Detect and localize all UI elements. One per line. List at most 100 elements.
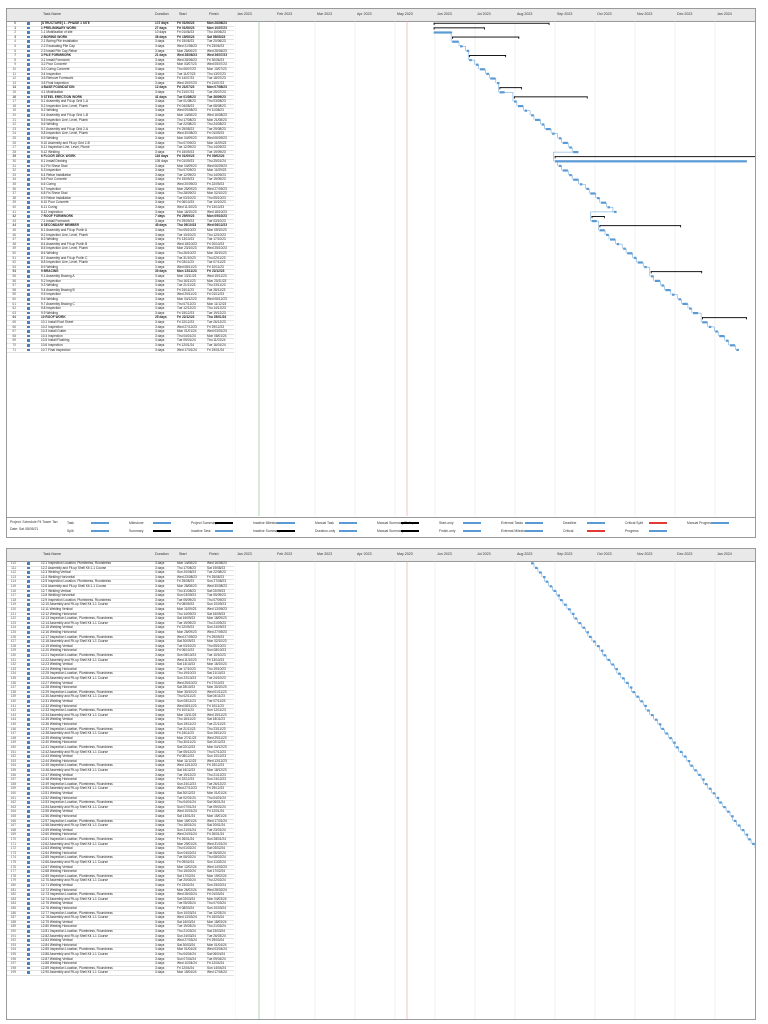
table-row[interactable]: 144 12.35 Welding Vertical 3 days Thu 16/11… — [7, 717, 234, 723]
table-row[interactable]: 5 2.2 Excavating Pile Cap 3 days Wed 21/06/… — [7, 44, 234, 50]
table-row[interactable]: 13 3.6 Final Inspection 3 days Wed 19/07/23… — [7, 81, 234, 87]
table-row[interactable]: 179 12.70 Assembly and Fit-up Shell Kit 1… — [7, 878, 234, 884]
table-row[interactable]: 112 12.3 Welding Vertical 3 days Sun 20/08/… — [7, 570, 234, 576]
table-row[interactable]: 36 6.7 Inspection 3 days Mon 25/09/23 Wed 27… — [7, 187, 234, 193]
col-start-2[interactable]: Start — [179, 552, 187, 556]
table-row[interactable]: 57 9.3 Welding 3 days Tue 21/11/23 Thu 23/11… — [7, 283, 234, 289]
col-finish[interactable]: Finish — [209, 12, 219, 16]
table-row[interactable]: 6 2.3 Install Pile Cap Rebar 3 days Mon 26/… — [7, 49, 234, 55]
table-row[interactable]: 199 12.90 Assembly and Fit-up Shell Kit 1… — [7, 970, 234, 976]
table-row[interactable]: 44 8 SECONDARY MEMBER 45 days Thu 05/10/23 W… — [7, 223, 234, 229]
table-row[interactable]: 131 12.22 Assembly and Fit-up Shell Kit 1… — [7, 658, 234, 664]
table-row[interactable]: 198 12.89 Inspection Location, Plumbness,… — [7, 966, 234, 972]
table-row[interactable]: 153 12.44 Welding Horizontal 3 days Mon 11/… — [7, 759, 234, 765]
table-row[interactable]: 143 12.34 Assembly and Fit-up Shell Kit 1… — [7, 713, 234, 719]
table-row[interactable]: 39 6.10 Pour Concrete 3 days Fri 06/10/23 Tu… — [7, 200, 234, 206]
table-row[interactable]: 22 5.6 Welding 3 days Tue 22/08/23 Thu 24/08… — [7, 122, 234, 128]
table-row[interactable]: 159 12.50 Assembly and Fit-up Shell Kit 1… — [7, 786, 234, 792]
table-row[interactable]: 32 6.3 Inspection 3 days Thu 07/09/23 Mon 11… — [7, 168, 234, 174]
table-row[interactable]: 134 12.25 Inspection Location, Plumbness,… — [7, 671, 234, 677]
table-row[interactable]: 49 8.5 Inspection Line, Level, Plumb 3 day… — [7, 246, 234, 252]
table-row[interactable]: 149 12.40 Welding Horizontal 3 days Thu 30/… — [7, 740, 234, 746]
table-row[interactable]: 152 12.43 Welding Vertical 3 days Fri 08/12… — [7, 754, 234, 760]
table-row[interactable]: 123 12.14 Assembly and Fit-up Shell Kit 1… — [7, 621, 234, 627]
table-row[interactable]: 33 6.4 Rebar Installation 3 days Tue 12/09/… — [7, 173, 234, 179]
table-row[interactable]: 139 12.30 Assembly and Fit-up Shell Kit 1… — [7, 694, 234, 700]
table-row[interactable]: 37 6.8 Fix Shear Stud 3 days Thu 28/09/23 Mo… — [7, 191, 234, 197]
table-row[interactable]: 130 12.21 Inspection Location, Plumbness,… — [7, 653, 234, 659]
table-row[interactable]: 21 5.5 Inspection Line, Level, Plumb 3 day… — [7, 118, 234, 124]
table-row[interactable]: 4 2.1 Boring Pile Installation 3 days Fri 1… — [7, 39, 234, 45]
table-row[interactable]: 25 5.9 Welding 3 days Mon 04/09/23 Wed 06/09… — [7, 136, 234, 142]
table-row[interactable]: 30 6.1 Install Decking 105 days Fri 01/09/2… — [7, 159, 234, 165]
table-row[interactable]: 54 9 BRACING 30 days Mon 13/11/23 Fri 22/12/… — [7, 269, 234, 275]
table-row[interactable]: 173 12.64 Welding Horizontal 3 days Sun 04/… — [7, 851, 234, 857]
table-row[interactable]: 28 5.12 Welding 3 days Fri 15/09/23 Tue 19/0… — [7, 150, 234, 156]
table-row[interactable]: 138 12.29 Inspection Location, Plumbness,… — [7, 690, 234, 696]
table-row[interactable]: 16 5 STEEL ERECTION WORK 41 days Tue 01/08/… — [7, 95, 234, 101]
table-row[interactable]: 29 6 FLOOR DECK WORK 116 days Fri 01/09/23 F… — [7, 154, 234, 160]
table-row[interactable]: 111 12.2 Assembly and Fit-up Shell Kit 1-… — [7, 566, 234, 572]
table-row[interactable]: 197 12.88 Welding Horizontal 3 days Wed 10/… — [7, 961, 234, 967]
table-row[interactable]: 67 10.3 Install Gutter 3 days Mon 01/01/24 W… — [7, 329, 234, 335]
table-row[interactable]: 154 12.45 Inspection Location, Plumbness,… — [7, 763, 234, 769]
table-row[interactable]: 27 5.11 Inspection Line, Level, Plumb 3 da… — [7, 145, 234, 151]
table-row[interactable]: 64 10 ROOF WORK 25 days Fri 22/12/23 Thu 25/… — [7, 315, 234, 321]
table-row[interactable]: 66 10.2 Inspection 3 days Wed 27/12/23 Fri 2… — [7, 325, 234, 331]
table-row[interactable]: 157 12.48 Welding Horizontal 3 days Fri 22/… — [7, 777, 234, 783]
table-row[interactable]: 160 12.51 Welding Vertical 3 days Sat 30/12… — [7, 791, 234, 797]
table-row[interactable]: 47 8.3 Welding 3 days Fri 13/10/23 Tue 17/10… — [7, 237, 234, 243]
table-row[interactable]: 193 12.84 Welding Horizontal 3 days Sat 30/… — [7, 943, 234, 949]
col-task-name[interactable]: Task Name — [43, 12, 61, 16]
table-row[interactable]: 52 8.8 Inspection Line, Level, Plumb 3 day… — [7, 260, 234, 266]
table-row[interactable]: 115 12.6 Assembly and Fit-up Shell Kit 1-… — [7, 584, 234, 590]
table-row[interactable]: 132 12.23 Welding Vertical 3 days Sat 14/10… — [7, 662, 234, 668]
table-row[interactable]: 62 9.8 Inspection 3 days Tue 12/12/23 Thu 14… — [7, 306, 234, 312]
table-row[interactable]: 2 1.1 Mobilization of site 10 days Fri 01/0… — [7, 30, 234, 36]
col-task-name-2[interactable]: Task Name — [43, 552, 61, 556]
col-duration-2[interactable]: Duration — [155, 552, 169, 556]
table-row[interactable]: 155 12.46 Assembly and Fit-up Shell Kit 1… — [7, 768, 234, 774]
table-row[interactable]: 24 5.8 Inspection Line, Level, Plumb 3 day… — [7, 131, 234, 137]
table-row[interactable]: 65 10.1 Install Roof Sheet 3 days Fri 22/12… — [7, 320, 234, 326]
table-row[interactable]: 125 12.16 Welding Horizontal 3 days Mon 25/… — [7, 630, 234, 636]
table-row[interactable]: 45 8.1 Assembly and Fit-up Purlin A 3 days… — [7, 228, 234, 234]
table-row[interactable]: 42 7 ROOF FORMWORK 7 days Fri 29/09/23 Mon 0… — [7, 214, 234, 220]
table-row[interactable]: 174 12.65 Inspection Location, Plumbness,… — [7, 855, 234, 861]
table-row[interactable]: 127 12.18 Assembly and Fit-up Shell Kit 1… — [7, 639, 234, 645]
table-row[interactable]: 150 12.41 Inspection Location, Plumbness,… — [7, 745, 234, 751]
table-row[interactable]: 169 12.60 Welding Horizontal 3 days Wed 24/… — [7, 832, 234, 838]
table-row[interactable]: 170 12.61 Inspection Location, Plumbness,… — [7, 837, 234, 843]
table-row[interactable]: 3 2 BORING WORK 36 days Fri 15/06/23 Sat 05/… — [7, 35, 234, 41]
table-row[interactable]: 172 12.63 Welding Vertical 3 days Thu 01/02… — [7, 846, 234, 852]
table-row[interactable]: 166 12.57 Inspection Location, Plumbness,… — [7, 819, 234, 825]
table-row[interactable]: 137 12.28 Welding Horizontal 3 days Sat 28/… — [7, 685, 234, 691]
table-row[interactable]: 133 12.24 Welding Horizontal 3 days Tue 17/… — [7, 667, 234, 673]
table-row[interactable]: 167 12.58 Assembly and Fit-up Shell Kit 1… — [7, 823, 234, 829]
table-row[interactable]: 41 6.12 Inspection 3 days Mon 16/10/23 Wed 1… — [7, 210, 234, 216]
table-row[interactable]: 19 5.3 Welding 3 days Wed 09/08/23 Fri 11/08… — [7, 108, 234, 114]
table-row[interactable]: 126 12.17 Inspection Location, Plumbness,… — [7, 635, 234, 641]
table-row[interactable]: 60 9.6 Welding 3 days Mon 04/12/23 Wed 06/12… — [7, 297, 234, 303]
table-row[interactable]: 117 12.8 Welding Horizontal 3 days Sun 03/0… — [7, 593, 234, 599]
table-row[interactable]: 151 12.42 Assembly and Fit-up Shell Kit 1… — [7, 750, 234, 756]
table-row[interactable]: 190 12.81 Inspection Location, Plumbness,… — [7, 929, 234, 935]
table-row[interactable]: 71 10.7 Final Inspection 3 days Wed 17/01/2… — [7, 348, 234, 354]
table-row[interactable]: 194 12.85 Inspection Location, Plumbness,… — [7, 947, 234, 953]
table-row[interactable]: 11 3.4 Inspection 3 days Tue 11/07/23 Thu 13… — [7, 72, 234, 78]
table-row[interactable]: 185 12.76 Welding Horizontal 3 days Fri 08/… — [7, 906, 234, 912]
table-row[interactable]: 110 12.1 Inspection Location, Plumbness, … — [7, 561, 234, 567]
table-row[interactable]: 165 12.56 Welding Horizontal 3 days Sat 13/… — [7, 814, 234, 820]
table-row[interactable]: 183 12.74 Assembly and Fit-up Shell Kit 1… — [7, 897, 234, 903]
table-row[interactable]: 147 12.38 Assembly and Fit-up Shell Kit 1… — [7, 731, 234, 737]
table-row[interactable]: 1 1 PRELIMINARY WORK 27 days Fri 01/06/23 Mo… — [7, 26, 234, 32]
table-row[interactable]: 129 12.20 Welding Horizontal 3 days Fri 06/… — [7, 648, 234, 654]
table-row[interactable]: 156 12.47 Welding Vertical 3 days Tue 19/12… — [7, 773, 234, 779]
table-row[interactable]: 171 12.62 Assembly and Fit-up Shell Kit 1… — [7, 842, 234, 848]
table-row[interactable]: 10 3.3 Curing Concrete 3 days Thu 06/07/23 M… — [7, 67, 234, 73]
table-row[interactable]: 61 9.7 Assembly Bracing C 3 days Thu 07/12/… — [7, 302, 234, 308]
table-row[interactable]: 18 5.2 Inspection Line, Level, Plumb 3 day… — [7, 104, 234, 110]
table-row[interactable]: 48 8.4 Assembly and Fit-up Purlin B 3 days… — [7, 242, 234, 248]
table-row[interactable]: 34 6.5 Pour Concrete 3 days Fri 15/09/23 Tue… — [7, 177, 234, 183]
